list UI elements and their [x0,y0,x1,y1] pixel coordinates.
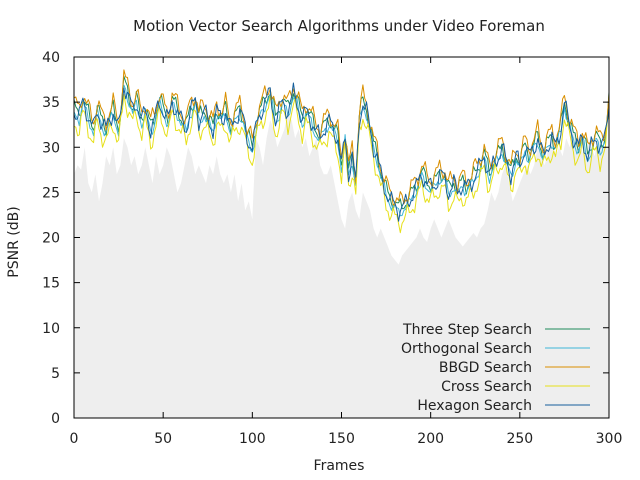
y-tick-label: 40 [42,50,60,66]
x-tick-label: 50 [154,431,172,447]
x-tick-label: 0 [70,431,79,447]
y-tick-label: 20 [42,231,60,247]
x-tick-label: 300 [596,431,623,447]
y-tick-label: 5 [51,366,60,382]
legend-label: Orthogonal Search [401,341,532,357]
background-area [74,111,609,418]
y-tick-label: 30 [42,140,60,156]
y-tick-label: 15 [42,276,60,292]
legend-label: Three Step Search [402,322,532,338]
y-axis-label: PSNR (dB) [6,206,22,277]
plot-area: 0 50 100 150 200 250 300 0 5 10 15 20 25 30 35 40 Three … [42,50,622,447]
y-tick-label: 0 [51,411,60,427]
legend-label: Cross Search [441,379,532,395]
x-tick-label: 250 [506,431,533,447]
series-line-5 [73,82,610,222]
legend-label: BBGD Search [439,360,532,376]
x-tick-label: 200 [417,431,444,447]
x-tick-label: 150 [328,431,355,447]
x-tick-label: 100 [239,431,266,447]
chart-title: Motion Vector Search Algorithms under Vi… [133,17,545,35]
y-tick-label: 10 [42,321,60,337]
y-tick-label: 35 [42,95,60,111]
x-axis-label: Frames [314,458,365,474]
y-tick-label: 25 [42,185,60,201]
legend-label: Hexagon Search [417,398,532,414]
